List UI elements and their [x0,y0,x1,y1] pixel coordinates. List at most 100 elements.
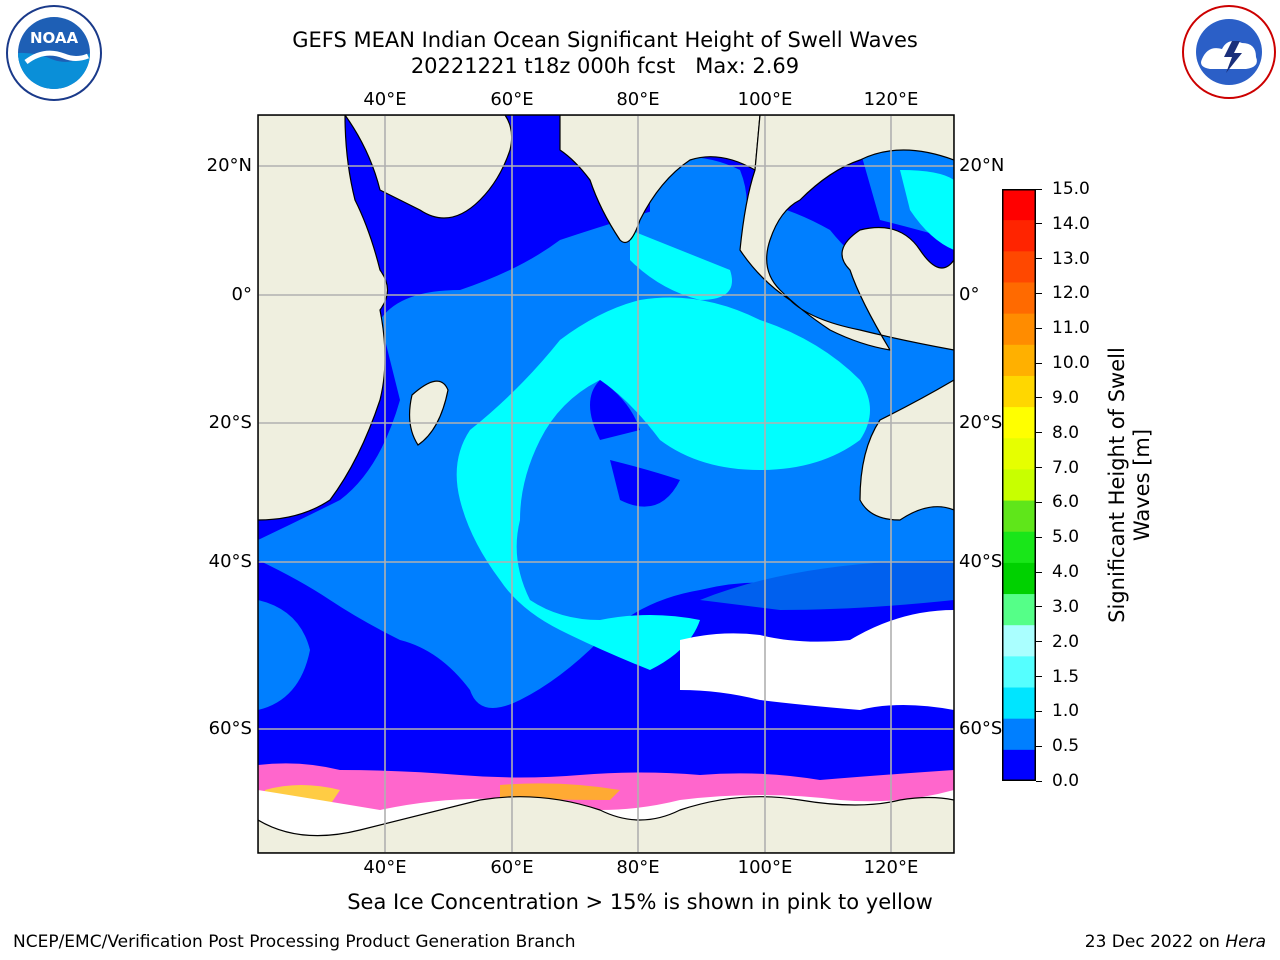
colorbar-label: 5.0 [1052,527,1080,548]
colorbar [1002,189,1036,781]
lat-tick-right: 40°S [959,551,1003,572]
colorbar-segment [1002,531,1036,564]
colorbar-segment [1002,282,1036,315]
colorbar-label: 15.0 [1052,179,1090,199]
lon-tick-bottom: 100°E [737,857,793,878]
colorbar-tick [1036,432,1042,434]
lon-tick-top: 120°E [863,89,919,110]
colorbar-segment [1002,375,1036,408]
colorbar-segment [1002,189,1036,221]
low-swell-patch-2 [610,460,680,507]
colorbar-tick [1036,362,1042,364]
colorbar-segment [1002,562,1036,595]
antarctica-land [258,796,954,853]
colorbar-label: 3.0 [1052,596,1080,617]
lon-tick-bottom: 40°E [363,857,407,878]
australia-land [859,379,954,521]
bay-cyan-swell [630,230,732,300]
sea-ice-orange [500,783,620,800]
colorbar-tick [1036,258,1042,260]
colorbar-title: Significant Height of Swell Waves [m] [1105,285,1155,685]
colorbar-label: 14.0 [1052,213,1090,234]
colorbar-label: 2.0 [1052,631,1080,652]
colorbar-tick [1036,641,1042,643]
colorbar-label: 11.0 [1052,318,1090,339]
lat-tick-left: 20°S [208,412,252,433]
colorbar-segment [1002,625,1036,657]
colorbar-title-line1: Significant Height of Swell [1105,347,1129,623]
colorbar-tick [1036,397,1042,399]
noaa-logo-text: NOAA [30,29,79,47]
colorbar-tick [1036,676,1042,678]
lat-tick-left: 60°S [208,718,252,739]
colorbar-segment [1002,500,1036,533]
colorbar-label: 0.0 [1052,771,1080,791]
lat-tick-left: 20°N [206,155,252,176]
africa-land [258,115,389,521]
map-field [258,115,954,853]
colorbar-frame [1002,189,1036,781]
colorbar-segment [1002,594,1036,626]
swell-band-10-15 [456,297,870,670]
colorbar-segment [1002,220,1036,252]
colorbar-label: 13.0 [1052,248,1090,269]
lon-tick-bottom: 120°E [863,857,919,878]
colorbar-label: 6.0 [1052,492,1080,513]
gridlines [258,115,954,853]
colorbar-segment [1002,469,1036,502]
colorbar-label: 1.0 [1052,701,1080,722]
colorbar-label: 10.0 [1052,353,1090,374]
colorbar-segment [1002,438,1036,471]
southeast-asia-land [739,115,954,351]
colorbar-label: 12.0 [1052,283,1090,304]
lat-tick-right: 20°S [959,412,1003,433]
bay-of-bengal-swell [650,156,747,260]
colorbar-segment [1002,407,1036,439]
lon-tick-top: 80°E [616,89,660,110]
generation-date: 23 Dec 2022 on Hera [1085,932,1266,952]
colorbar-tick [1036,188,1042,190]
colorbar-tick [1036,292,1042,294]
colorbar-tick [1036,745,1042,747]
colorbar-segment [1002,718,1036,751]
map-frame [257,114,955,854]
colorbar-label: 0.5 [1052,736,1080,757]
colorbar-segment [1002,251,1036,284]
lat-tick-right: 0° [959,284,980,305]
southwest-swell [258,600,310,710]
india-land [559,115,761,244]
colorbar-tick [1036,467,1042,469]
colorbar-tick [1036,223,1042,225]
generation-date-text: 23 Dec 2022 on [1084,932,1226,952]
lon-tick-top: 60°E [490,89,534,110]
colorbar-label: 1.5 [1052,666,1080,687]
colorbar-label: 9.0 [1052,387,1080,408]
chart-title: GEFS MEAN Indian Ocean Significant Heigh… [292,28,918,52]
colorbar-tick [1036,606,1042,608]
chart-subtitle: 20221221 t18z 000h fcst Max: 2.69 [410,54,800,78]
southern-white-patch [680,610,954,710]
generation-host: Hera [1225,932,1266,952]
nws-logo [1182,5,1276,99]
lat-tick-left: 40°S [208,551,252,572]
colorbar-segment [1002,749,1036,781]
low-swell-patch [590,380,640,440]
noaa-logo: NOAA [6,5,102,101]
colorbar-tick [1036,780,1042,782]
colorbar-segment [1002,656,1036,689]
sea-ice-note: Sea Ice Concentration > 15% is shown in … [347,890,933,914]
colorbar-segment [1002,687,1036,720]
colorbar-segment [1002,313,1036,346]
colorbar-tick [1036,710,1042,712]
lat-tick-left: 0° [231,284,252,305]
lat-tick-right: 20°N [959,155,1005,176]
lon-tick-top: 100°E [737,89,793,110]
colorbar-tick [1036,571,1042,573]
colorbar-tick [1036,327,1042,329]
producer-credit: NCEP/EMC/Verification Post Processing Pr… [13,932,576,952]
colorbar-title-line2: Waves [m] [1130,428,1154,542]
lon-tick-bottom: 80°E [616,857,660,878]
colorbar-label: 4.0 [1052,562,1080,583]
colorbar-segment [1002,344,1036,377]
